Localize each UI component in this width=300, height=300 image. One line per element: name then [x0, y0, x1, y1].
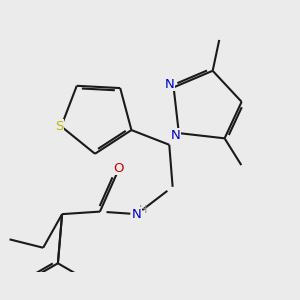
Text: N: N: [132, 208, 142, 220]
Text: H: H: [139, 205, 147, 215]
Text: S: S: [55, 120, 63, 133]
Text: N: N: [171, 129, 180, 142]
Text: O: O: [114, 162, 124, 175]
Text: N: N: [164, 77, 174, 91]
